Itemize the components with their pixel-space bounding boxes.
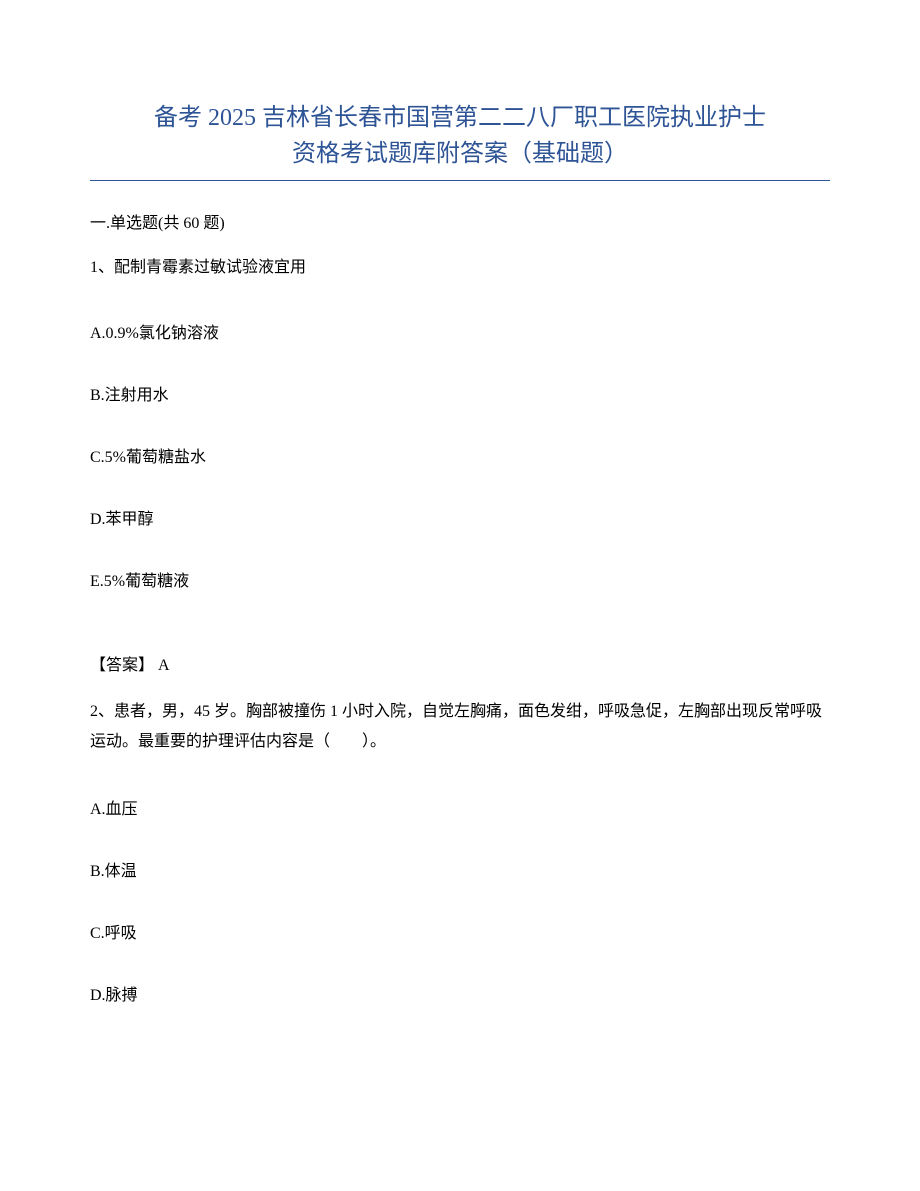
question-2-option-c: C.呼吸	[90, 919, 830, 943]
title-underline	[90, 180, 830, 181]
title-line-2: 资格考试题库附答案（基础题）	[90, 136, 830, 172]
question-2-option-b: B.体温	[90, 857, 830, 881]
question-1-option-d: D.苯甲醇	[90, 505, 830, 529]
question-1-answer: 【答案】 A	[90, 651, 830, 675]
title-line-1: 备考 2025 吉林省长春市国营第二二八厂职工医院执业护士	[90, 100, 830, 136]
question-1-option-c: C.5%葡萄糖盐水	[90, 443, 830, 467]
section-header: 一.单选题(共 60 题)	[90, 209, 830, 233]
question-1-option-e: E.5%葡萄糖液	[90, 567, 830, 591]
document-title-block: 备考 2025 吉林省长春市国营第二二八厂职工医院执业护士 资格考试题库附答案（…	[90, 100, 830, 172]
question-2-stem: 2、患者，男，45 岁。胸部被撞伤 1 小时入院，自觉左胸痛，面色发绀，呼吸急促…	[90, 697, 830, 758]
question-1-stem: 1、配制青霉素过敏试验液宜用	[90, 255, 830, 281]
question-2-option-a: A.血压	[90, 795, 830, 819]
question-1-option-a: A.0.9%氯化钠溶液	[90, 319, 830, 343]
question-2-option-d: D.脉搏	[90, 981, 830, 1005]
question-1-option-b: B.注射用水	[90, 381, 830, 405]
